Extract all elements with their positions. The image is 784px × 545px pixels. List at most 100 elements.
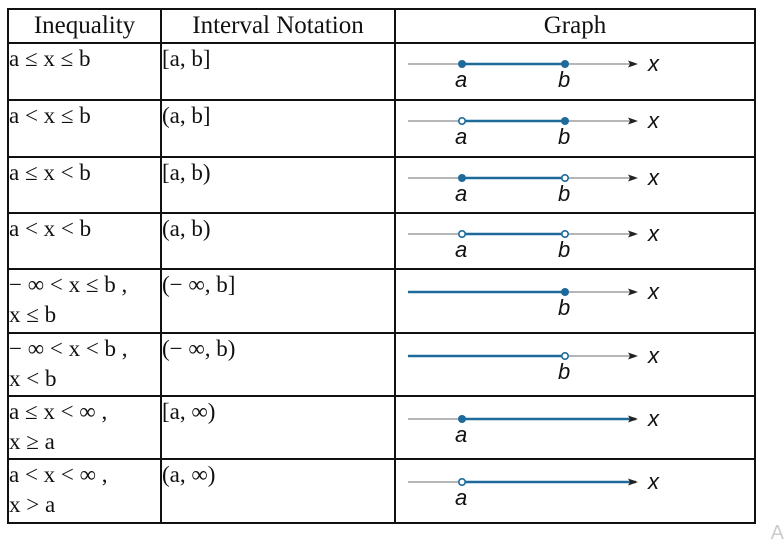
inequality-cell: a ≤ x < b [7, 156, 162, 214]
a-closed-endpoint-icon [458, 60, 466, 68]
b-open-endpoint-icon [561, 351, 570, 360]
interval-notation-text: (a, b] [162, 103, 211, 128]
header-interval-notation: Interval Notation [160, 8, 396, 44]
inequality-cell: − ∞ < x ≤ b , x ≤ b [7, 268, 162, 334]
inequality-alt-text: x > a [9, 492, 56, 517]
interval-notation-text: (a, ∞) [162, 462, 216, 487]
inequality-text: a < x < ∞ , [9, 462, 108, 487]
header-graph: Graph [394, 8, 756, 44]
a-label: a [455, 181, 467, 206]
interval-notation-text: (− ∞, b) [162, 336, 236, 361]
interval-notation-cell: [a, b) [160, 156, 396, 214]
b-label: b [558, 237, 570, 262]
b-open-endpoint-icon [561, 229, 570, 238]
b-label: b [558, 67, 570, 92]
watermark: A [770, 522, 784, 544]
a-open-endpoint-icon [457, 477, 466, 486]
interval-notation-cell: (a, ∞) [160, 458, 396, 524]
a-label: a [455, 124, 467, 149]
b-label: b [558, 295, 570, 320]
a-closed-endpoint-icon [458, 415, 466, 423]
interval-notation-cell: [a, ∞) [160, 395, 396, 460]
b-open-endpoint-icon [561, 173, 570, 182]
header-row: Inequality Interval Notation Graph [7, 8, 756, 44]
inequality-alt-text: x ≤ b [9, 302, 57, 327]
number-line: xa b [408, 221, 660, 262]
x-axis-label: x [647, 343, 660, 368]
number-line: xb [408, 343, 660, 384]
interval-notation-text: (a, b) [162, 216, 211, 241]
interval-notation-cell: (− ∞, b) [160, 332, 396, 397]
inequality-text: a ≤ x < b [9, 160, 91, 185]
number-line: xa [408, 469, 660, 510]
arrow-head-icon [628, 174, 638, 182]
arrow-head-icon [628, 230, 638, 238]
inequality-cell: − ∞ < x < b , x < b [7, 332, 162, 397]
x-axis-label: x [647, 221, 660, 246]
inequality-cell: a ≤ x ≤ b [7, 42, 162, 101]
inequality-text: − ∞ < x ≤ b , [9, 272, 128, 297]
arrow-head-icon [628, 352, 638, 360]
inequality-cell: a < x < b [7, 212, 162, 270]
interval-notation-text: [a, ∞) [162, 399, 216, 424]
a-label: a [455, 237, 467, 262]
b-closed-endpoint-icon [561, 288, 569, 296]
inequality-text: a < x ≤ b [9, 103, 91, 128]
x-axis-label: x [647, 406, 660, 431]
table-row: a < x < b (a, b) x a b [7, 212, 756, 270]
arrow-head-icon [628, 478, 638, 486]
arrow-head-icon [628, 117, 638, 125]
inequality-text: a ≤ x ≤ b [9, 46, 91, 71]
arrow-head-icon [628, 288, 638, 296]
x-axis-label: x [647, 51, 660, 76]
interval-notation-text: [a, b) [162, 160, 211, 185]
inequality-alt-text: x < b [9, 366, 57, 391]
table-row: a ≤ x < b [a, b) x a b [7, 156, 756, 214]
number-line: xa b [408, 165, 660, 206]
table-row: a ≤ x ≤ b [a, b] x a b [7, 42, 756, 101]
x-axis-label: x [647, 279, 660, 304]
inequality-text: − ∞ < x < b , [9, 336, 128, 361]
inequality-cell: a < x < ∞ , x > a [7, 458, 162, 524]
inequality-cell: a < x ≤ b [7, 99, 162, 158]
inequality-cell: a ≤ x < ∞ , x ≥ a [7, 395, 162, 460]
header-inequality: Inequality [7, 8, 162, 44]
a-label: a [455, 485, 467, 510]
a-open-endpoint-icon [457, 229, 466, 238]
inequality-text: a < x < b [9, 216, 92, 241]
a-closed-endpoint-icon [458, 174, 466, 182]
a-label: a [455, 422, 467, 447]
a-label: a [455, 67, 467, 92]
number-line: xa [408, 406, 660, 447]
a-open-endpoint-icon [457, 116, 466, 125]
x-axis-label: x [647, 469, 660, 494]
interval-notation-cell: (a, b) [160, 212, 396, 270]
table-row: a < x ≤ b (a, b] x a b [7, 99, 756, 158]
number-line: xa b [408, 108, 660, 149]
b-label: b [558, 124, 570, 149]
number-line: xb [408, 279, 660, 320]
b-closed-endpoint-icon [561, 117, 569, 125]
interval-notation-text: [a, b] [162, 46, 211, 71]
inequality-text: a ≤ x < ∞ , [9, 399, 108, 424]
arrow-head-icon [628, 60, 638, 68]
interval-notation-text: (− ∞, b] [162, 272, 236, 297]
b-label: b [558, 181, 570, 206]
x-axis-label: x [647, 108, 660, 133]
interval-notation-cell: (a, b] [160, 99, 396, 158]
interval-notation-cell: [a, b] [160, 42, 396, 101]
x-axis-label: x [647, 165, 660, 190]
interval-notation-table: Inequality Interval Notation Graph a ≤ x… [7, 8, 756, 524]
